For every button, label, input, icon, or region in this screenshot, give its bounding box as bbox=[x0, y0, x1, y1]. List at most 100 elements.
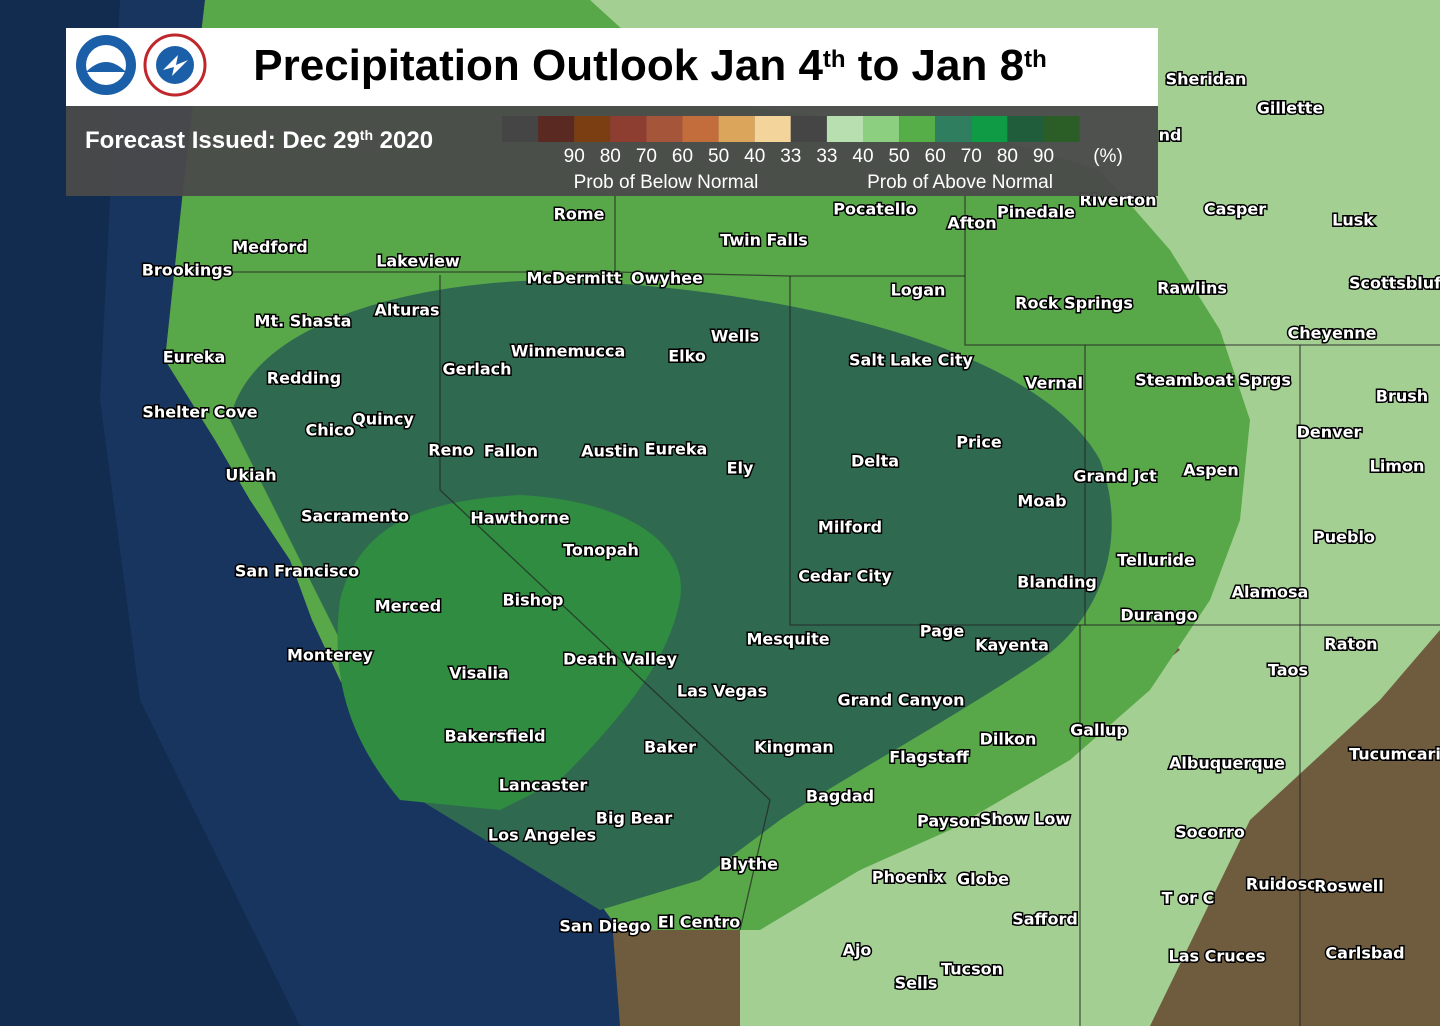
place-label: Bagdad bbox=[806, 787, 874, 806]
place-label: Ajo bbox=[843, 941, 872, 960]
legend-swatch bbox=[502, 116, 539, 142]
place-label: Steamboat Sprgs bbox=[1135, 371, 1291, 390]
legend-swatch bbox=[826, 116, 863, 142]
place-label: Gallup bbox=[1070, 721, 1128, 740]
place-label: Reno bbox=[428, 441, 474, 460]
place-label: San Diego bbox=[559, 917, 650, 936]
legend-below-label: Prob of Below Normal bbox=[574, 172, 759, 193]
place-label: Death Valley bbox=[563, 650, 678, 669]
issued: Forecast Issued: Dec 29th 2020 bbox=[85, 127, 433, 154]
place-label: El Centro bbox=[658, 913, 741, 932]
place-label: Safford bbox=[1012, 910, 1078, 929]
title-part: to Jan 8 bbox=[846, 41, 1025, 90]
place-label: Page bbox=[920, 622, 965, 641]
place-label: Blythe bbox=[720, 855, 778, 874]
legend-tick: 40 bbox=[852, 146, 873, 167]
place-label: Chico bbox=[305, 421, 354, 440]
legend-tick: 60 bbox=[925, 146, 946, 167]
place-label: Salt Lake City bbox=[849, 351, 974, 370]
legend: 90 80 70 60 50 40 33 33 40 50 60 70 80 90 bbox=[502, 116, 1080, 167]
place-label: Gillette bbox=[1257, 99, 1324, 118]
place-label: Pueblo bbox=[1313, 528, 1375, 547]
place-label: Limon bbox=[1370, 457, 1425, 476]
place-label: Brookings bbox=[142, 261, 233, 280]
place-label: Aspen bbox=[1183, 461, 1239, 480]
place-label: Casper bbox=[1204, 200, 1266, 219]
place-label: Grand Canyon bbox=[838, 691, 965, 710]
place-label: Flagstaff bbox=[889, 748, 970, 767]
title-sup: th bbox=[823, 46, 846, 73]
place-label: Wells bbox=[711, 327, 759, 346]
legend-swatch bbox=[1007, 116, 1044, 142]
place-label: Globe bbox=[957, 870, 1009, 889]
legend-swatch bbox=[646, 116, 683, 142]
place-label: Price bbox=[956, 433, 1002, 452]
legend-swatch bbox=[538, 116, 575, 142]
place-label: Lancaster bbox=[499, 776, 588, 795]
legend-tick: 60 bbox=[672, 146, 693, 167]
place-label: Cheyenne bbox=[1288, 324, 1377, 343]
place-label: Ruidoso bbox=[1246, 875, 1318, 894]
place-label: Lakeview bbox=[376, 252, 460, 271]
place-label: Afton bbox=[947, 214, 996, 233]
legend-above-label: Prob of Above Normal bbox=[867, 172, 1053, 193]
legend-swatch bbox=[935, 116, 972, 142]
legend-swatch bbox=[682, 116, 719, 142]
legend-tick: 70 bbox=[961, 146, 982, 167]
place-label: Mesquite bbox=[746, 630, 829, 649]
place-label: Las Cruces bbox=[1169, 947, 1266, 966]
place-label: Carlsbad bbox=[1325, 944, 1404, 963]
legend-unit: (%) bbox=[1093, 146, 1123, 167]
issued-sup: th bbox=[360, 127, 373, 143]
place-label: Tonopah bbox=[563, 541, 639, 560]
place-label: Twin Falls bbox=[720, 231, 808, 250]
legend-swatch bbox=[610, 116, 647, 142]
title-part: Precipitation Outlook Jan 4 bbox=[253, 41, 823, 90]
place-label: Pinedale bbox=[997, 203, 1075, 222]
place-label: Rome bbox=[554, 205, 605, 224]
legend-tick: 33 bbox=[780, 146, 801, 167]
legend-tick: 70 bbox=[636, 146, 657, 167]
place-label: Visalia bbox=[449, 664, 509, 683]
noaa-logo bbox=[76, 35, 136, 95]
place-label: Merced bbox=[375, 597, 441, 616]
place-label: Bakersfield bbox=[444, 727, 545, 746]
place-label: Durango bbox=[1120, 606, 1197, 625]
nws-logo bbox=[143, 33, 207, 97]
place-label: Hawthorne bbox=[470, 509, 569, 528]
place-label: Mt. Shasta bbox=[255, 312, 352, 331]
place-label: Quincy bbox=[352, 410, 414, 429]
legend-swatch bbox=[754, 116, 791, 142]
issued-part: Forecast Issued: Dec 29 bbox=[85, 127, 360, 154]
place-label: Brush bbox=[1376, 387, 1428, 406]
place-label: Blanding bbox=[1017, 573, 1097, 592]
place-label: Fallon bbox=[484, 442, 538, 461]
place-label: Elko bbox=[668, 347, 706, 366]
place-label: Payson bbox=[917, 812, 981, 831]
legend-swatch bbox=[899, 116, 936, 142]
place-label: Delta bbox=[851, 452, 899, 471]
place-label: Ukiah bbox=[225, 466, 276, 485]
state-lines bbox=[180, 195, 1440, 1026]
place-label: Rock Springs bbox=[1015, 294, 1133, 313]
place-label: Shelter Cove bbox=[142, 403, 257, 422]
place-label: Taos bbox=[1268, 661, 1308, 680]
place-label: Sheridan bbox=[1166, 70, 1247, 89]
place-label: Las Vegas bbox=[677, 682, 767, 701]
legend-swatch bbox=[971, 116, 1008, 142]
place-label: Eureka bbox=[645, 440, 708, 459]
issued-part: 2020 bbox=[373, 127, 433, 154]
place-label: Los Angeles bbox=[488, 826, 596, 845]
place-label: Bishop bbox=[502, 591, 563, 610]
place-label: Eureka bbox=[163, 348, 226, 367]
place-label: Vernal bbox=[1025, 374, 1083, 393]
place-label: Cedar City bbox=[798, 567, 892, 586]
place-label: McDermitt bbox=[527, 269, 622, 288]
place-label: Winnemucca bbox=[511, 342, 626, 361]
place-label: Tucumcari bbox=[1349, 745, 1440, 764]
place-label: Tucson bbox=[941, 960, 1003, 979]
outlook-50-60 bbox=[337, 495, 681, 810]
title-sup: th bbox=[1024, 46, 1047, 73]
place-label: Gerlach bbox=[442, 360, 511, 379]
